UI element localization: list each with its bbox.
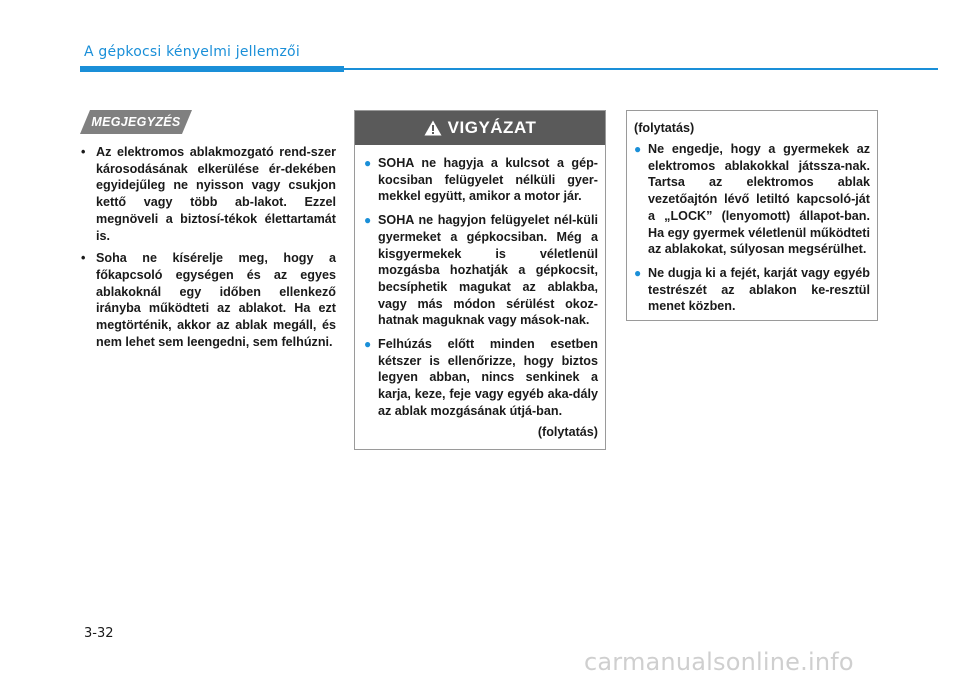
continued-list: ● Ne engedje, hogy a gyermekek az elektr… [634, 141, 870, 315]
bullet-icon: • [81, 145, 86, 159]
note-item: • Soha ne kísérelje meg, hogy a főkapcso… [78, 250, 336, 350]
bullet-icon: • [81, 251, 86, 266]
warning-item-text: Felhúzás előtt minden esetben kétszer is… [378, 337, 598, 418]
continued-header: (folytatás) [634, 121, 695, 135]
warning-item: ● Felhúzás előtt minden esetben kétszer … [364, 336, 598, 420]
bullet-icon: ● [364, 213, 372, 228]
watermark: carmanualsonline.info [584, 648, 854, 676]
bullet-icon: ● [634, 142, 642, 156]
continued-item-text: Ne dugja ki a fejét, karját vagy egyéb t… [648, 265, 870, 314]
header-rule-thick [80, 66, 344, 72]
note-item: • Az elektromos ablakmozgató rend-szer k… [78, 144, 336, 244]
note-item-text: Az elektromos ablakmozgató rend-szer kár… [96, 145, 336, 243]
continued-item: ● Ne dugja ki a fejét, karját vagy egyéb… [634, 265, 870, 315]
warning-item: ● SOHA ne hagyjon felügyelet nél-küli gy… [364, 212, 598, 329]
note-item-text: Soha ne kísérelje meg, hogy a főkapcsoló… [96, 251, 336, 349]
continued-item-text: Ne engedje, hogy a gyermekek az elektrom… [648, 142, 870, 257]
warning-header: VIGYÁZAT [355, 111, 605, 145]
bullet-icon: ● [364, 156, 372, 170]
warning-item: ● SOHA ne hagyja a kulcsot a gép-kocsiba… [364, 155, 598, 205]
warning-list: ● SOHA ne hagyja a kulcsot a gép-kocsiba… [364, 155, 598, 420]
page-number: 3-32 [84, 626, 114, 641]
continued-box: (folytatás) ● Ne engedje, hogy a gyermek… [626, 110, 878, 321]
continued-item: ● Ne engedje, hogy a gyermekek az elektr… [634, 141, 870, 258]
warning-box: VIGYÁZAT ● SOHA ne hagyja a kulcsot a gé… [354, 110, 606, 450]
bullet-icon: ● [634, 265, 642, 280]
bullet-icon: ● [364, 337, 372, 352]
warning-title: VIGYÁZAT [447, 118, 537, 137]
warning-triangle-icon [424, 120, 442, 136]
continued-label: (folytatás) [537, 424, 598, 439]
note-list: • Az elektromos ablakmozgató rend-szer k… [78, 144, 336, 356]
note-tag: MEGJEGYZÉS [80, 110, 192, 134]
header-rule-thin [344, 68, 938, 70]
warning-body: ● SOHA ne hagyja a kulcsot a gép-kocsiba… [355, 145, 605, 439]
warning-item-text: SOHA ne hagyjon felügyelet nél-küli gyer… [378, 213, 598, 328]
warning-item-text: SOHA ne hagyja a kulcsot a gép-kocsiban … [378, 156, 598, 204]
section-title: A gépkocsi kényelmi jellemzői [84, 44, 300, 60]
